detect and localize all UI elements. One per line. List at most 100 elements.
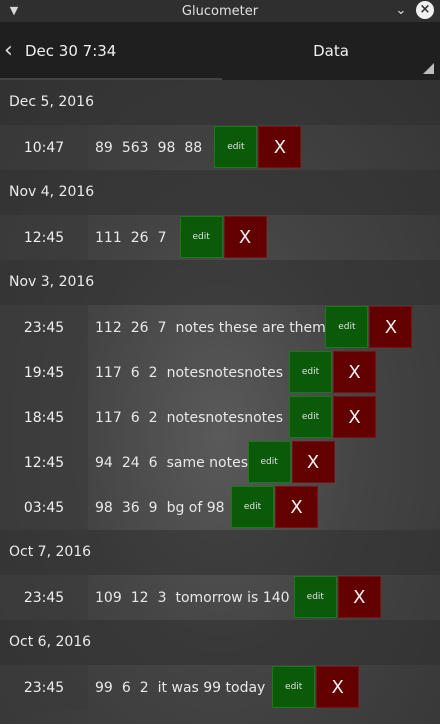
time-cell [0, 305, 88, 350]
reading-time: 10:47 [23, 140, 65, 156]
back-label[interactable]: Dec 30 7:34 [25, 42, 117, 60]
time-cell [0, 440, 88, 485]
reading-value: 111 [95, 230, 122, 246]
reading-value: 9 [148, 500, 158, 516]
date-header: Nov 4, 2016 [0, 170, 440, 215]
delete-button[interactable]: X [333, 396, 376, 438]
reading-value: 89 [95, 140, 113, 156]
edit-button[interactable]: edit [289, 351, 332, 393]
dropdown-triangle-icon [423, 63, 434, 74]
delete-button[interactable]: X [337, 576, 381, 618]
edit-button[interactable]: edit [325, 306, 369, 348]
reading-value: 117 [95, 410, 122, 426]
date-header: Oct 7, 2016 [0, 530, 440, 575]
reading-values: 89 563 98 88 [95, 140, 211, 156]
reading-values: 94 24 6 same notes [95, 455, 257, 471]
reading-value: 88 [184, 140, 203, 156]
reading-value: 2 [148, 365, 158, 381]
reading-value: 117 [95, 365, 122, 381]
reading-row: 23:45 109 12 3 tomorrow is 140 edit X [0, 575, 440, 620]
date-header-label: Oct 6, 2016 [9, 634, 92, 650]
edit-button[interactable]: edit [272, 666, 316, 708]
date-header-label: Nov 4, 2016 [9, 184, 95, 200]
reading-values: 117 6 2 notesnotesnotes [95, 365, 292, 381]
reading-note: it was 99 today [157, 680, 266, 696]
reading-row: 23:45 99 6 2 it was 99 today edit X [0, 665, 440, 710]
reading-values: 109 12 3 tomorrow is 140 [95, 590, 299, 606]
reading-row: 18:45 117 6 2 notesnotesnotes edit X [0, 395, 440, 440]
delete-button[interactable]: X [275, 486, 318, 528]
reading-value: 7 [157, 230, 167, 246]
date-header: Nov 3, 2016 [0, 260, 440, 305]
close-icon[interactable]: × [416, 1, 434, 19]
reading-note: bg of 98 [166, 500, 225, 516]
window-title: Glucometer [181, 3, 259, 19]
reading-time: 23:45 [23, 680, 65, 696]
time-cell [0, 485, 88, 530]
delete-button[interactable]: X [369, 306, 413, 348]
reading-value: 98 [157, 140, 176, 156]
reading-value: 112 [95, 320, 122, 336]
reading-value: 7 [157, 320, 167, 336]
reading-values: 117 6 2 notesnotesnotes [95, 410, 292, 426]
reading-value: 6 [130, 410, 140, 426]
reading-values: 98 36 9 bg of 98 [95, 500, 234, 516]
delete-button[interactable]: X [291, 441, 335, 483]
reading-time: 03:45 [23, 500, 65, 516]
edit-button[interactable]: edit [231, 486, 274, 528]
edit-button[interactable]: edit [289, 396, 332, 438]
delete-button[interactable]: X [333, 351, 376, 393]
title-bar: ▼ Glucometer ⌄ × [0, 0, 440, 22]
delete-button[interactable]: X [258, 126, 302, 168]
reading-value: 98 [95, 500, 113, 516]
reading-value: 99 [95, 680, 113, 696]
edit-button[interactable]: edit [293, 576, 337, 618]
app-icon: ▼ [9, 4, 19, 17]
time-cell [0, 350, 88, 395]
reading-row: 19:45 117 6 2 notesnotesnotes edit X [0, 350, 440, 395]
reading-value: 6 [121, 680, 131, 696]
edit-button[interactable]: edit [179, 216, 223, 258]
reading-time: 23:45 [23, 320, 65, 336]
spinner-label: Data [313, 42, 349, 60]
reading-values: 99 6 2 it was 99 today [95, 680, 274, 696]
reading-time: 12:45 [23, 455, 65, 471]
delete-button[interactable]: X [223, 216, 267, 258]
reading-note: notesnotesnotes [166, 410, 284, 426]
reading-value: 2 [139, 680, 149, 696]
time-cell [0, 575, 88, 620]
time-cell [0, 125, 88, 170]
edit-button[interactable]: edit [214, 126, 258, 168]
reading-row: 23:45 112 26 7 notes these are them edit X [0, 305, 440, 350]
reading-value: 12 [130, 590, 149, 606]
reading-note: notesnotesnotes [166, 365, 284, 381]
reading-note: notes these are them [175, 320, 326, 336]
tab-divider [0, 78, 222, 80]
readings-list[interactable]: Dec 5, 2016 10:47 89 563 98 88 edit X Nov 4, 201… [0, 80, 440, 724]
date-header-label: Dec 5, 2016 [9, 94, 94, 110]
reading-value: 2 [148, 410, 158, 426]
reading-value: 26 [130, 320, 149, 336]
date-header-label: Nov 3, 2016 [9, 274, 95, 290]
reading-value: 24 [121, 455, 140, 471]
edit-button[interactable]: edit [247, 441, 291, 483]
delete-button[interactable]: X [316, 666, 360, 708]
time-cell [0, 665, 88, 710]
date-header: Dec 5, 2016 [0, 80, 440, 125]
reading-value: 109 [95, 590, 122, 606]
time-cell [0, 395, 88, 440]
reading-time: 12:45 [23, 230, 65, 246]
reading-value: 3 [157, 590, 167, 606]
reading-value: 26 [130, 230, 149, 246]
reading-values: 111 26 7 [95, 230, 175, 246]
reading-time: 18:45 [23, 410, 65, 426]
data-spinner[interactable]: Data [222, 22, 440, 80]
back-arrow-icon[interactable]: ‹ [4, 38, 13, 63]
reading-value: 6 [130, 365, 140, 381]
action-bar: ‹ Dec 30 7:34 Data [0, 22, 440, 80]
minimize-icon[interactable]: ⌄ [395, 3, 407, 18]
reading-value: 563 [121, 140, 149, 156]
reading-row: 12:45 111 26 7 edit X [0, 215, 440, 260]
reading-value: 36 [121, 500, 140, 516]
reading-note: same notes [166, 455, 248, 471]
